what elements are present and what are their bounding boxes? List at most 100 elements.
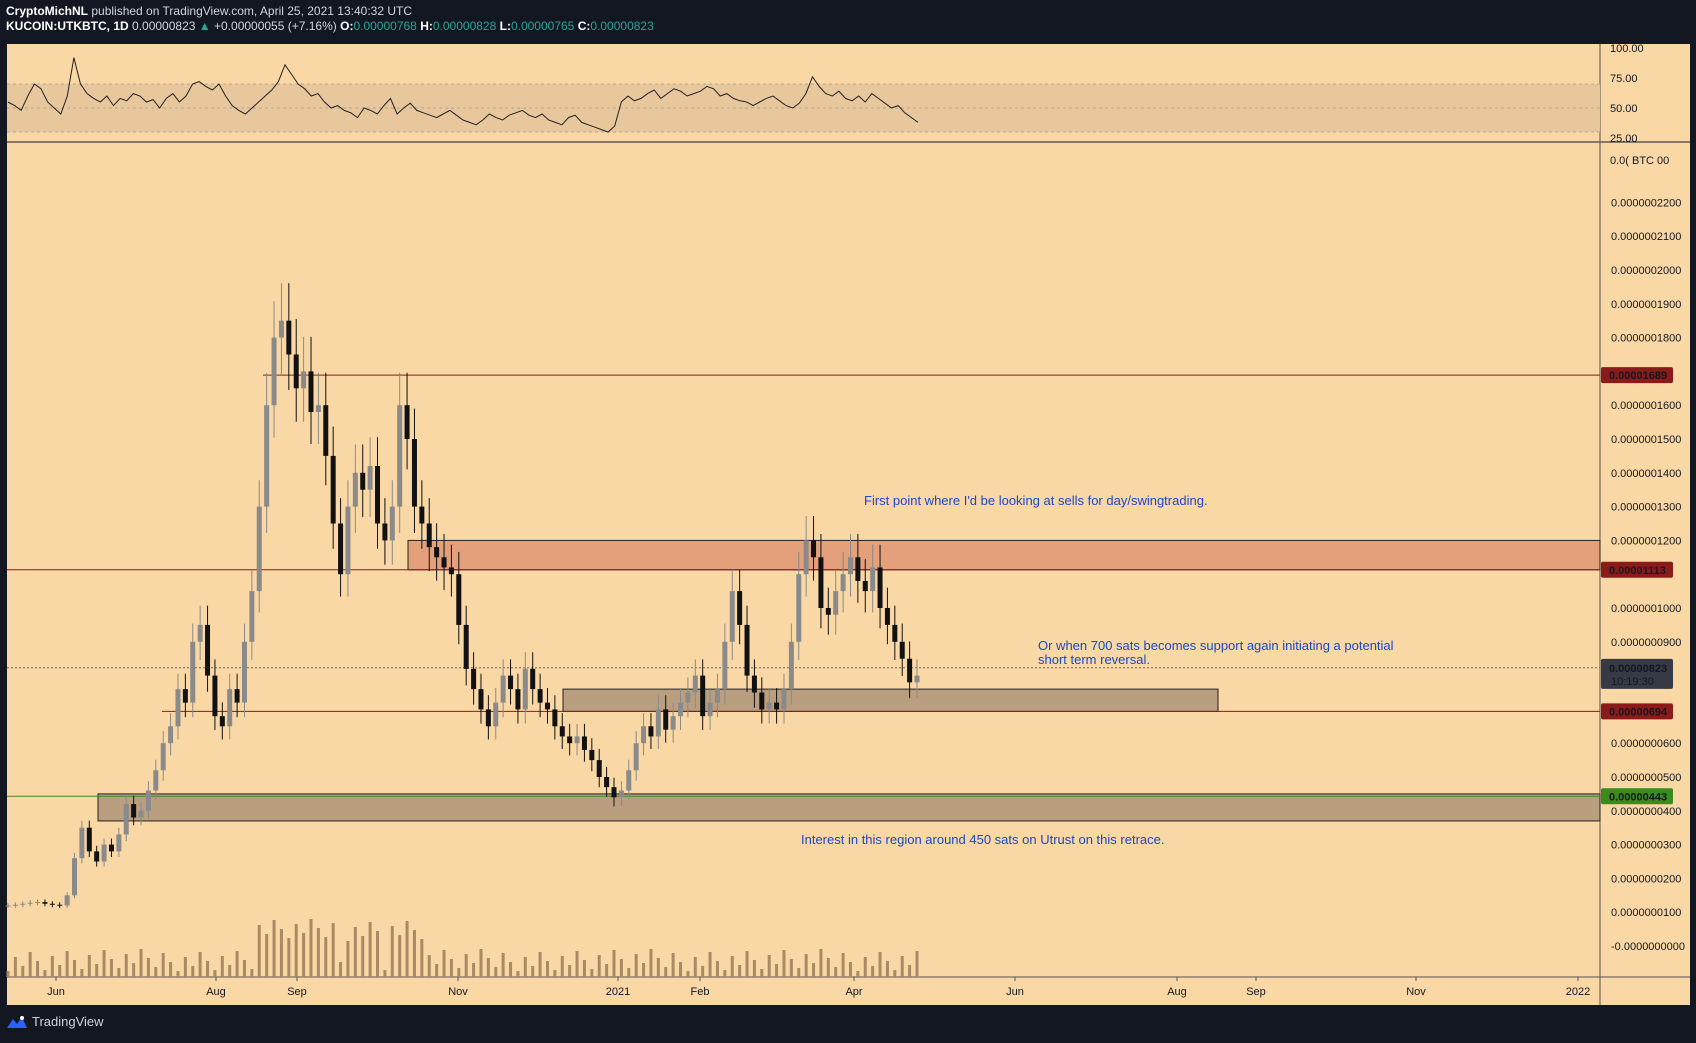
volume-bar (545, 961, 549, 977)
time-tick-label: Sep (287, 986, 307, 998)
volume-bar (664, 967, 668, 977)
time-tick-label: Aug (206, 986, 226, 998)
symbol-label[interactable]: KUCOIN:UTKBTC, 1D (6, 19, 129, 33)
candle-body (493, 702, 499, 727)
volume-bar (272, 920, 276, 977)
candle-body (648, 726, 654, 737)
volume-bar (486, 958, 490, 977)
candle-body (899, 641, 905, 659)
level-label-bg (1601, 703, 1673, 720)
candle-body (641, 726, 647, 744)
candle-body (315, 405, 321, 412)
interest-annotation: Interest in this region around 450 sats … (801, 832, 1165, 847)
level-label: 0.00001689 (1609, 370, 1667, 382)
candle-body (471, 668, 477, 690)
candle-body (72, 858, 78, 896)
candle-body (862, 580, 868, 592)
volume-bar (316, 928, 320, 977)
volume-bar (124, 954, 128, 977)
zone-interest-450 (97, 793, 1601, 822)
candle-body (907, 658, 913, 683)
candle-body (811, 540, 817, 558)
volume-bar (723, 970, 727, 977)
volume-bar (457, 968, 461, 977)
volume-bar (501, 953, 505, 977)
volume-bar (390, 926, 394, 977)
price-tick-label: 0.0000001200 (1611, 535, 1681, 547)
author-name[interactable]: CryptoMichNL (6, 4, 88, 18)
candle-body (138, 810, 144, 818)
volume-bar (176, 971, 180, 977)
candle-body (825, 608, 831, 615)
candle-body (42, 902, 48, 904)
candle-body (522, 668, 528, 710)
time-tick-label: Jun (1006, 986, 1024, 998)
candle-body (434, 547, 440, 558)
volume-bar (553, 970, 557, 977)
candle-body (670, 716, 676, 730)
candle-body (411, 439, 417, 507)
volume-bar (752, 960, 756, 977)
volume-bar (738, 965, 742, 977)
volume-bar (656, 958, 660, 977)
volume-bar (58, 965, 62, 977)
volume-bar (775, 964, 779, 977)
volume-bar (324, 937, 328, 977)
price-tick-label: 0.0000000900 (1611, 637, 1681, 649)
candle-body (375, 466, 381, 524)
candle-body (330, 455, 336, 524)
candle-body (685, 692, 691, 703)
publish-line: CryptoMichNL published on TradingView.co… (6, 4, 654, 19)
volume-bar (767, 955, 771, 977)
candle-body (27, 902, 33, 904)
volume-bar (353, 927, 357, 977)
candle-body (5, 905, 11, 907)
volume-bar (708, 952, 712, 977)
candle-body (241, 641, 247, 703)
volume-bar (36, 961, 40, 977)
open-value: 0.00000768 (353, 19, 417, 33)
candle-body (537, 689, 543, 703)
candle-body (737, 591, 743, 625)
candle-body (448, 567, 454, 575)
candle-body (345, 506, 351, 575)
candle-body (485, 709, 491, 727)
volume-bar (109, 959, 113, 977)
volume-bar (309, 919, 313, 977)
volume-bar (427, 955, 431, 977)
footer-brand[interactable]: TradingView (6, 1014, 104, 1029)
volume-bar (43, 970, 47, 977)
candle-body (352, 472, 358, 507)
candle-body (877, 567, 883, 608)
volume-bar (679, 962, 683, 977)
candle-body (426, 523, 432, 548)
candle-body (49, 903, 55, 905)
rsi-tick-label: 75.00 (1610, 73, 1638, 85)
level-label: 0.00000694 (1609, 706, 1668, 718)
candle-body (463, 624, 469, 669)
candle-body (833, 591, 839, 615)
volume-bar (605, 964, 609, 977)
chart-header: CryptoMichNL published on TradingView.co… (6, 4, 654, 34)
candle-body (389, 506, 395, 541)
candle-body (707, 702, 713, 717)
volume-bar (893, 970, 897, 977)
candle-body (596, 760, 602, 777)
candle-body (892, 624, 898, 642)
candle-body (678, 702, 684, 717)
volume-bar (797, 968, 801, 977)
time-tick-label: Feb (691, 986, 710, 998)
price-tick-label: 0.0000002000 (1611, 265, 1681, 277)
volume-bar (627, 968, 631, 977)
candle-body (404, 405, 410, 439)
volume-bar (154, 967, 158, 977)
volume-bar (65, 951, 69, 977)
volume-bar (819, 949, 823, 977)
candle-body (293, 354, 299, 389)
low-label: L: (499, 19, 511, 33)
volume-bar (715, 961, 719, 977)
volume-bar (472, 963, 476, 977)
candle-body (559, 726, 565, 737)
volume-bar (516, 971, 520, 977)
